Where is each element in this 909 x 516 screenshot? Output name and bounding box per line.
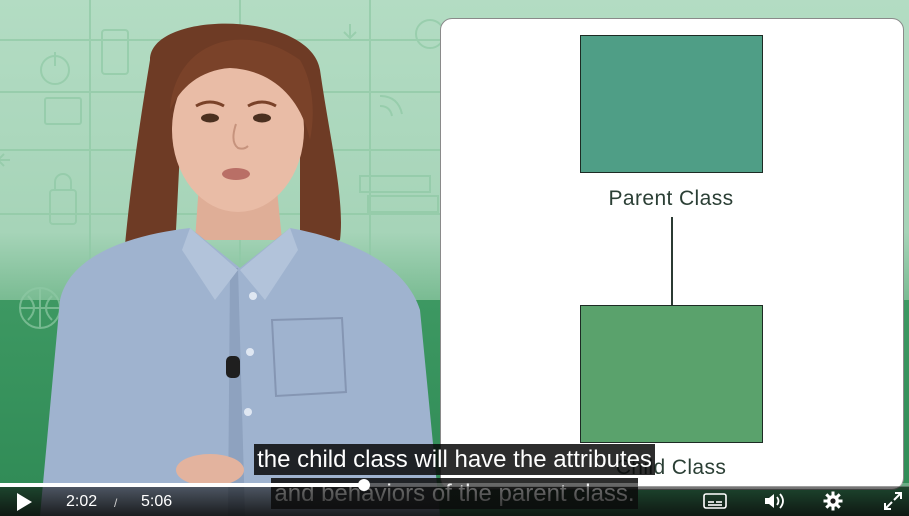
caption-line-1: the child class will have the attributes: [254, 444, 655, 475]
volume-button[interactable]: [763, 491, 787, 511]
play-icon: [17, 493, 32, 511]
play-button[interactable]: [12, 491, 36, 513]
player-controls: 2:02 / 5:06: [0, 479, 909, 516]
volume-icon: [765, 493, 784, 509]
fullscreen-button[interactable]: [882, 490, 904, 512]
inheritance-connector: [671, 217, 673, 305]
closed-captions-icon: [703, 493, 727, 509]
parent-class-label: Parent Class: [608, 187, 734, 210]
closed-captions-button[interactable]: [702, 492, 728, 510]
child-class-box: [580, 305, 763, 443]
total-duration: 5:06: [141, 493, 173, 510]
progress-scrubber[interactable]: [357, 479, 370, 491]
settings-button[interactable]: [822, 490, 844, 512]
time-separator: /: [114, 496, 118, 510]
slide-diagram-card: Parent Class Child Class: [440, 18, 904, 490]
progress-played: [0, 483, 364, 487]
progress-bar[interactable]: [0, 479, 909, 491]
presenter: [40, 23, 440, 516]
parent-class-box: [580, 35, 763, 173]
fullscreen-icon: [884, 492, 902, 510]
current-time: 2:02: [66, 493, 98, 510]
gear-icon: [823, 491, 843, 511]
